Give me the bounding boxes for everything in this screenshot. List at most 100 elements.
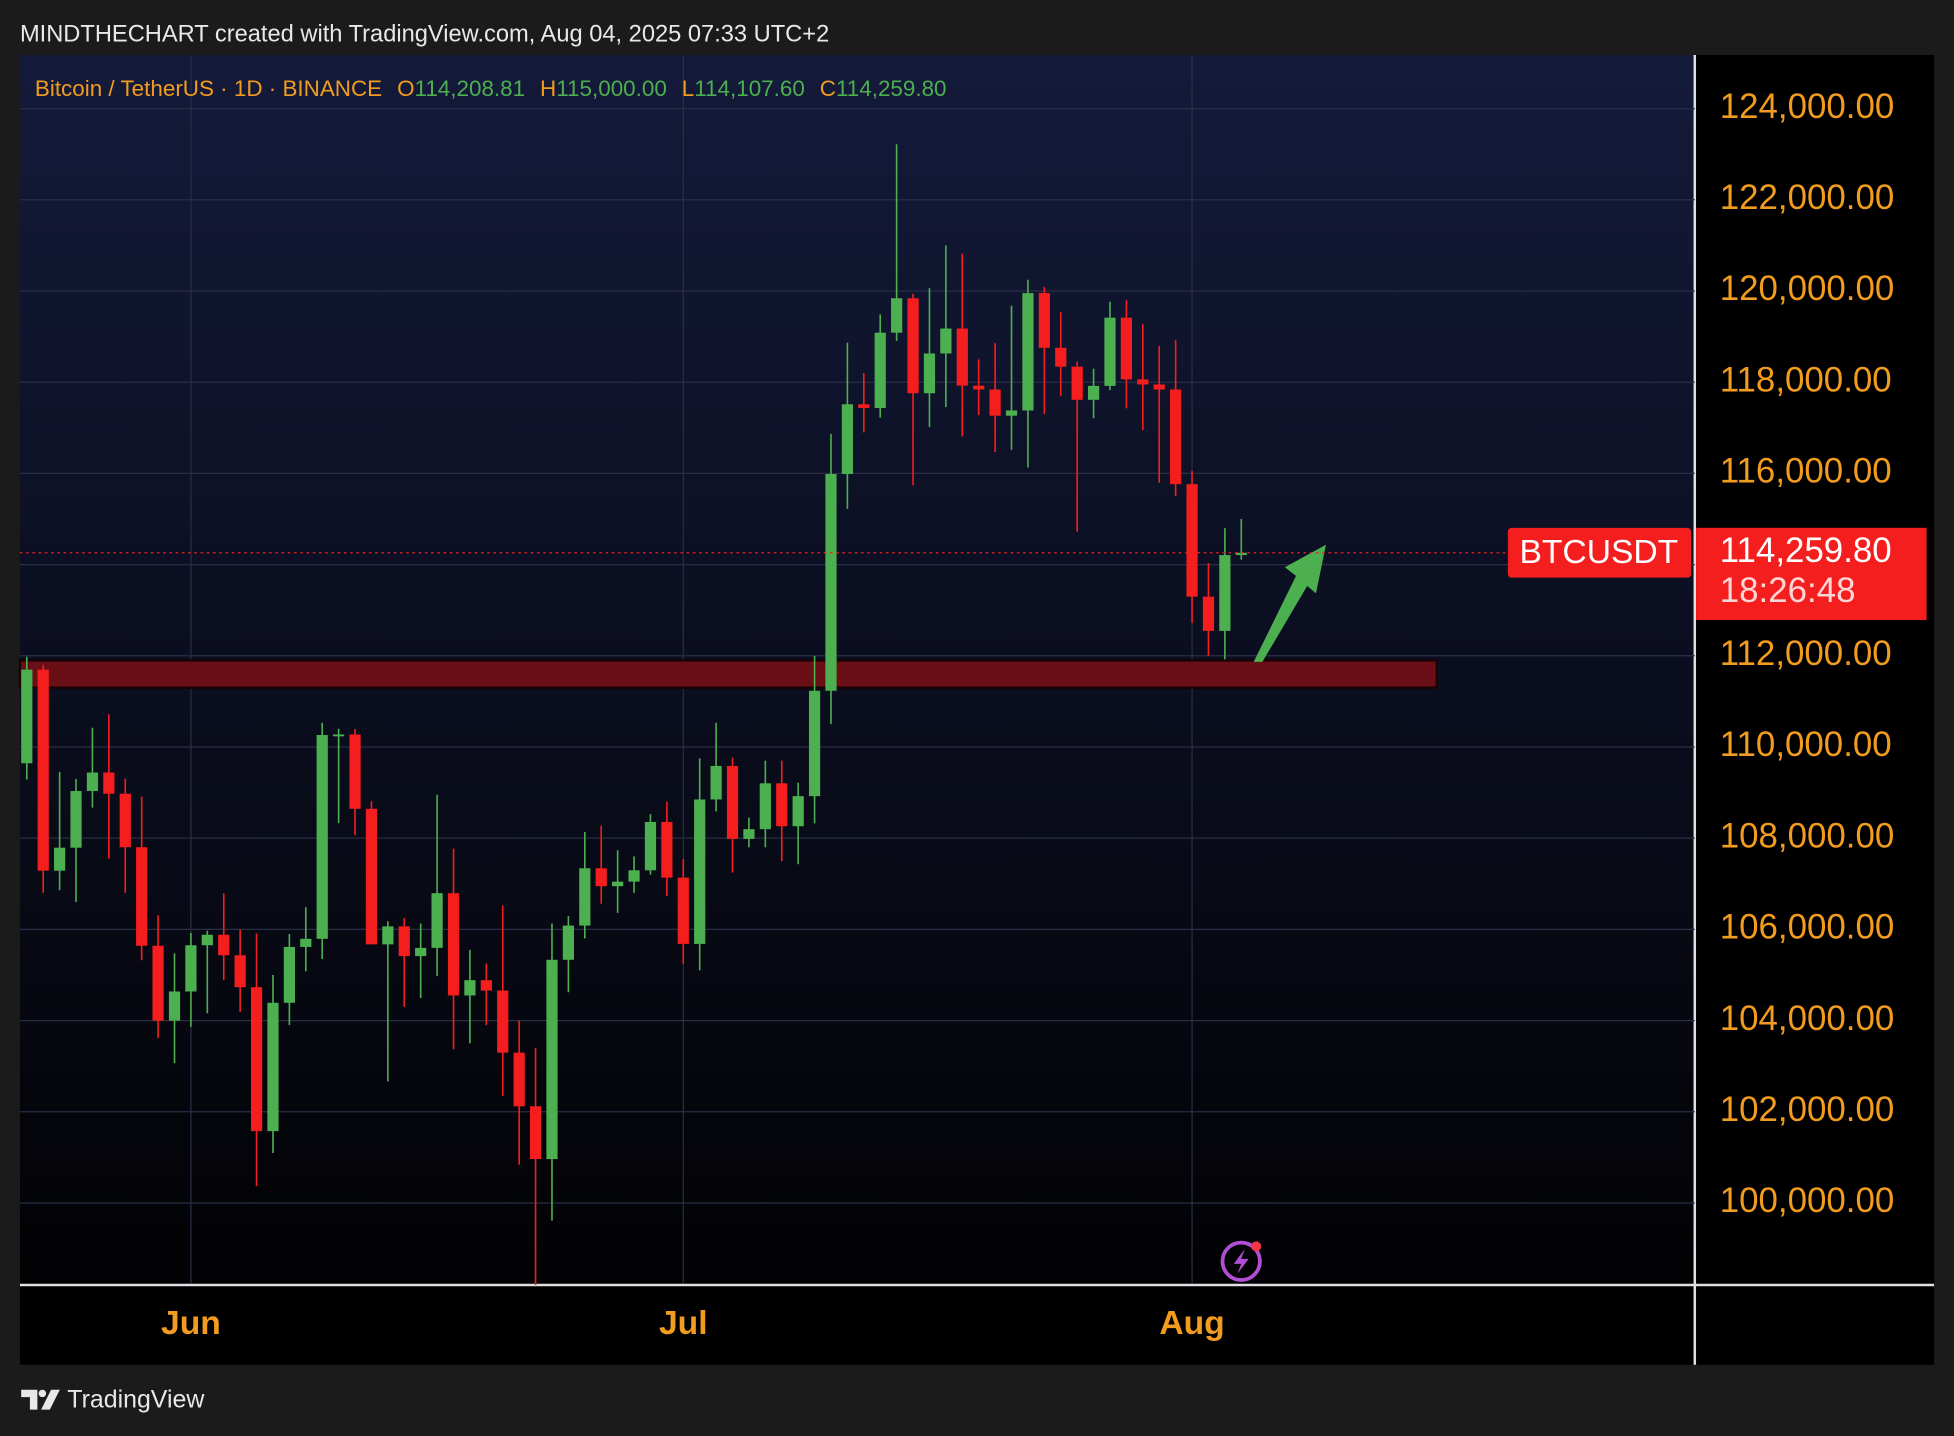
candle-body (907, 298, 919, 394)
candle-body (1087, 385, 1100, 400)
candle-body (694, 799, 706, 944)
candle-body (185, 945, 197, 992)
legend-text: 114,107.60 (694, 76, 805, 101)
candle-body (1170, 389, 1182, 485)
legend-text: H (540, 76, 556, 101)
candle-body (710, 765, 722, 800)
candle-body (349, 734, 361, 809)
candle-body (464, 980, 476, 996)
y-tick-label: 112,000.00 (1720, 634, 1892, 673)
candle-body (497, 990, 509, 1053)
candle-body (415, 947, 427, 957)
candle-body (365, 808, 378, 945)
candle-body (776, 783, 788, 827)
candle-body (21, 669, 33, 764)
y-tick-label: 106,000.00 (1720, 908, 1895, 947)
candle-body (37, 669, 49, 871)
candle-body (1071, 366, 1083, 400)
candle-body (644, 821, 657, 871)
candle-body (70, 790, 82, 848)
candle-body (1219, 555, 1231, 631)
candle-body (529, 1106, 542, 1160)
candle-body (1137, 379, 1149, 385)
candle-body (628, 870, 640, 882)
legend-text: L (682, 76, 694, 101)
y-tick-label: 122,000.00 (1720, 178, 1895, 217)
y-tick-label: 108,000.00 (1720, 816, 1895, 855)
candle-body (431, 893, 443, 948)
x-tick-label: Jun (161, 1305, 221, 1342)
candle-body (103, 772, 115, 794)
candle-body (612, 881, 624, 887)
legend: Bitcoin / TetherUS · 1D · BINANCE O114,20… (35, 76, 947, 101)
candle-body (743, 829, 755, 839)
symbol-label: BTCUSDT (1519, 534, 1678, 571)
candle-body (333, 734, 345, 737)
symbol-tag (1507, 527, 1692, 578)
candle-body (201, 934, 213, 946)
candle-body (1120, 317, 1133, 380)
candle-body (513, 1052, 525, 1107)
candle-body (250, 987, 263, 1132)
candle-body (136, 847, 148, 946)
y-tick-label: 104,000.00 (1720, 999, 1895, 1038)
candle-body (447, 893, 460, 996)
legend-text: 114,208.81 (415, 76, 526, 101)
arrow-annotation (1253, 544, 1326, 662)
candle-body (1055, 347, 1067, 367)
candle-body (858, 404, 870, 408)
candle-body (218, 934, 230, 956)
candle-body (1005, 410, 1018, 416)
y-tick-label: 118,000.00 (1720, 360, 1892, 399)
x-tick-label: Jul (659, 1305, 708, 1342)
candle-body (398, 926, 410, 957)
candle-body (480, 980, 492, 991)
logo (21, 1389, 60, 1410)
legend-text: C (820, 76, 836, 101)
y-tick-label: 120,000.00 (1720, 269, 1895, 308)
candle-body (54, 847, 66, 871)
candle-body (119, 793, 131, 848)
candle-body (874, 332, 886, 408)
candle-body (234, 955, 246, 988)
candle-body (1235, 552, 1247, 556)
price-tag (1696, 527, 1927, 621)
candle-body (168, 991, 181, 1021)
candle-body (989, 389, 1001, 416)
candle-body (316, 734, 328, 939)
y-tick-label: 100,000.00 (1720, 1181, 1895, 1220)
candle-body (382, 926, 394, 945)
candle-body (86, 772, 99, 791)
last-price-label: 114,259.80 (1720, 531, 1892, 570)
price-axis (1694, 55, 1935, 1365)
footer: TradingView (67, 1385, 205, 1413)
candle-body (562, 925, 574, 960)
candle-body (1153, 384, 1165, 390)
candle-body (579, 868, 591, 926)
candle-body (923, 353, 936, 394)
candle-body (300, 938, 312, 947)
candle-body (759, 783, 771, 830)
legend-text: 114,259.80 (836, 76, 947, 101)
legend-text: Bitcoin / TetherUS · 1D · BINANCE (35, 76, 382, 101)
countdown: 18:26:48 (1720, 571, 1856, 610)
candle-body (267, 1002, 279, 1132)
time-axis (19, 1283, 1695, 1365)
y-tick-label: 124,000.00 (1720, 87, 1895, 126)
candle-body (546, 959, 558, 1160)
candle-body (891, 298, 903, 333)
alert-icon (1220, 1240, 1262, 1282)
candle-body (283, 946, 295, 1003)
header: MINDTHECHART created with TradingView.co… (20, 21, 829, 47)
y-tick-label: 116,000.00 (1720, 452, 1892, 491)
candle-body (726, 765, 739, 839)
candle-body (661, 821, 673, 878)
legend-text: O (397, 76, 414, 101)
candle-body (841, 404, 854, 474)
candle-body (825, 473, 837, 691)
y-tick-label: 102,000.00 (1720, 1090, 1895, 1129)
candle-body (808, 690, 821, 797)
support-zone (18, 659, 1439, 689)
